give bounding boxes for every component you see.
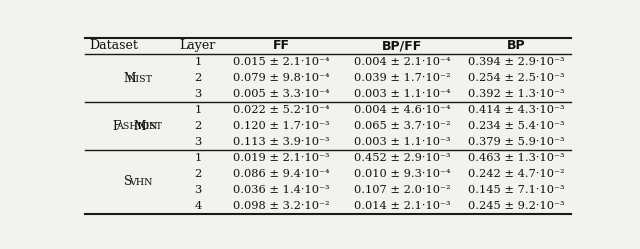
Text: 0.015 ± 2.1·10⁻⁴: 0.015 ± 2.1·10⁻⁴ (232, 57, 329, 67)
Text: 0.003 ± 1.1·10⁻⁴: 0.003 ± 1.1·10⁻⁴ (354, 89, 451, 99)
Text: 0.394 ± 2.9·10⁻³: 0.394 ± 2.9·10⁻³ (468, 57, 564, 67)
Text: 0.039 ± 1.7·10⁻²: 0.039 ± 1.7·10⁻² (354, 73, 451, 83)
Text: 0.065 ± 3.7·10⁻²: 0.065 ± 3.7·10⁻² (354, 121, 451, 131)
Text: BP: BP (507, 40, 526, 53)
Text: 0.107 ± 2.0·10⁻²: 0.107 ± 2.0·10⁻² (354, 185, 451, 195)
Text: 0.463 ± 1.3·10⁻³: 0.463 ± 1.3·10⁻³ (468, 153, 564, 163)
Text: 0.004 ± 4.6·10⁻⁴: 0.004 ± 4.6·10⁻⁴ (354, 105, 451, 115)
Text: 3: 3 (194, 185, 202, 195)
Text: 4: 4 (194, 201, 202, 211)
Text: 0.379 ± 5.9·10⁻³: 0.379 ± 5.9·10⁻³ (468, 137, 564, 147)
Text: 0.079 ± 9.8·10⁻⁴: 0.079 ± 9.8·10⁻⁴ (232, 73, 329, 83)
Text: 3: 3 (194, 137, 202, 147)
Text: 0.145 ± 7.1·10⁻³: 0.145 ± 7.1·10⁻³ (468, 185, 564, 195)
Text: 0.098 ± 3.2·10⁻²: 0.098 ± 3.2·10⁻² (232, 201, 329, 211)
Text: 2: 2 (194, 73, 202, 83)
Text: F: F (112, 120, 120, 132)
Text: 0.245 ± 9.2·10⁻³: 0.245 ± 9.2·10⁻³ (468, 201, 564, 211)
Text: 0.005 ± 3.3·10⁻⁴: 0.005 ± 3.3·10⁻⁴ (232, 89, 329, 99)
Text: NIST: NIST (127, 74, 152, 84)
Text: 0.022 ± 5.2·10⁻⁴: 0.022 ± 5.2·10⁻⁴ (232, 105, 329, 115)
Text: 0.086 ± 9.4·10⁻⁴: 0.086 ± 9.4·10⁻⁴ (232, 169, 329, 179)
Text: 0.392 ± 1.3·10⁻³: 0.392 ± 1.3·10⁻³ (468, 89, 564, 99)
Text: VHN: VHN (129, 178, 152, 187)
Text: S: S (124, 175, 132, 188)
Text: Dataset: Dataset (90, 40, 138, 53)
Text: 0.010 ± 9.3·10⁻⁴: 0.010 ± 9.3·10⁻⁴ (354, 169, 451, 179)
Text: 2: 2 (194, 169, 202, 179)
Text: FF: FF (273, 40, 289, 53)
Text: M: M (134, 120, 147, 132)
Text: 0.452 ± 2.9·10⁻³: 0.452 ± 2.9·10⁻³ (354, 153, 451, 163)
Text: 1: 1 (194, 153, 202, 163)
Text: 2: 2 (194, 121, 202, 131)
Text: 0.414 ± 4.3·10⁻³: 0.414 ± 4.3·10⁻³ (468, 105, 564, 115)
Text: 0.019 ± 2.1·10⁻³: 0.019 ± 2.1·10⁻³ (232, 153, 329, 163)
Text: BP/FF: BP/FF (382, 40, 422, 53)
Text: 0.234 ± 5.4·10⁻³: 0.234 ± 5.4·10⁻³ (468, 121, 564, 131)
Text: 0.242 ± 4.7·10⁻²: 0.242 ± 4.7·10⁻² (468, 169, 564, 179)
Text: 0.036 ± 1.4·10⁻³: 0.036 ± 1.4·10⁻³ (232, 185, 329, 195)
Text: 1: 1 (194, 105, 202, 115)
Text: Layer: Layer (180, 40, 216, 53)
Text: 1: 1 (194, 57, 202, 67)
Text: 0.003 ± 1.1·10⁻³: 0.003 ± 1.1·10⁻³ (354, 137, 451, 147)
Text: 0.120 ± 1.7·10⁻³: 0.120 ± 1.7·10⁻³ (232, 121, 329, 131)
Text: 0.014 ± 2.1·10⁻³: 0.014 ± 2.1·10⁻³ (354, 201, 451, 211)
Text: 0.004 ± 2.1·10⁻⁴: 0.004 ± 2.1·10⁻⁴ (354, 57, 451, 67)
Text: ASHION: ASHION (116, 122, 158, 131)
Text: 0.113 ± 3.9·10⁻³: 0.113 ± 3.9·10⁻³ (232, 137, 329, 147)
Text: 3: 3 (194, 89, 202, 99)
Text: NIST: NIST (138, 122, 163, 131)
Text: M: M (123, 72, 136, 85)
Text: 0.254 ± 2.5·10⁻³: 0.254 ± 2.5·10⁻³ (468, 73, 564, 83)
